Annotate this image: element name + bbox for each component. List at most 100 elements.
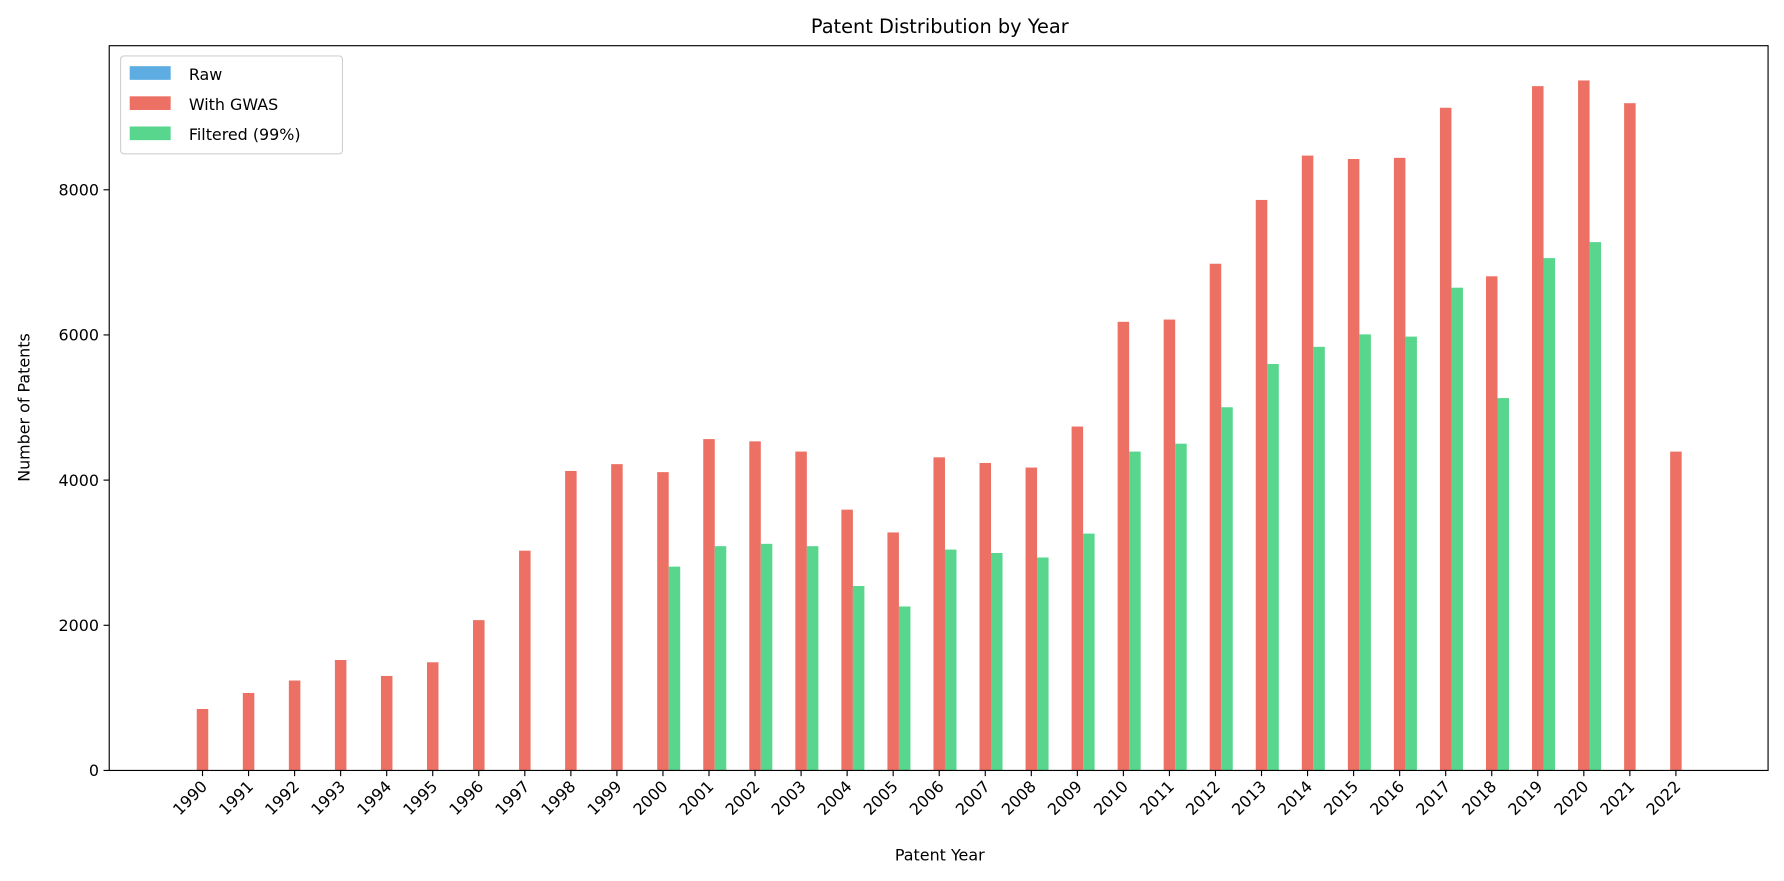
bar-with-gwas-2016 <box>1393 157 1406 771</box>
legend-frame <box>120 55 344 155</box>
chart-title: Patent Distribution by Year <box>811 15 1069 38</box>
x-tick-label: 2009 <box>1044 777 1086 819</box>
x-tick-label: 2008 <box>998 777 1040 819</box>
bar-with-gwas-2013 <box>1255 199 1268 771</box>
bar-with-gwas-2015 <box>1347 159 1360 771</box>
bar-with-gwas-2020 <box>1578 80 1590 771</box>
x-tick-label: 1991 <box>215 777 257 819</box>
bar-with-gwas-2008 <box>1025 467 1038 771</box>
x-tick-label: 2022 <box>1642 777 1684 819</box>
bar-with-gwas-1994 <box>380 675 393 771</box>
bar-with-gwas-2006 <box>933 457 945 771</box>
bar-filtered-99--2006 <box>944 549 957 771</box>
legend-label: Raw <box>189 65 222 84</box>
legend-label: Filtered (99%) <box>189 125 301 144</box>
legend-swatch <box>129 126 171 141</box>
y-tick-label: 4000 <box>59 471 99 490</box>
bar-with-gwas-2007 <box>979 462 992 771</box>
x-axis-label: Patent Year <box>895 845 985 864</box>
x-tick-label: 2002 <box>721 777 763 819</box>
bar-with-gwas-2011 <box>1163 319 1176 771</box>
bar-filtered-99--2003 <box>806 546 819 771</box>
bar-with-gwas-2001 <box>703 439 715 771</box>
bar-with-gwas-2009 <box>1071 426 1084 771</box>
bar-filtered-99--2008 <box>1037 557 1049 771</box>
bar-with-gwas-2022 <box>1670 451 1682 771</box>
x-tick-label: 1993 <box>307 777 349 819</box>
bar-with-gwas-2003 <box>795 451 807 771</box>
x-tick-label: 1994 <box>353 777 395 819</box>
y-axis: 0 2000 4000 6000 8000 <box>59 180 110 780</box>
bar-with-gwas-2018 <box>1485 276 1498 771</box>
bar-with-gwas-2019 <box>1532 86 1544 771</box>
bar-filtered-99--2015 <box>1359 334 1371 771</box>
bar-filtered-99--2016 <box>1405 336 1417 771</box>
x-tick-label: 2011 <box>1136 777 1178 819</box>
x-tick-label: 1997 <box>491 777 533 819</box>
x-tick-label: 1992 <box>261 777 303 819</box>
bar-with-gwas-1990 <box>196 708 209 771</box>
bar-filtered-99--2002 <box>760 543 773 771</box>
x-tick-label: 1995 <box>399 777 441 819</box>
y-tick-label: 6000 <box>59 326 99 345</box>
x-tick-label: 2003 <box>768 777 810 819</box>
y-axis-label: Number of Patents <box>15 333 34 482</box>
bar-filtered-99--2011 <box>1175 443 1187 771</box>
bar-with-gwas-2004 <box>841 509 853 771</box>
bar-with-gwas-1999 <box>611 464 623 771</box>
bar-filtered-99--2012 <box>1221 407 1233 771</box>
bar-with-gwas-2014 <box>1301 155 1314 771</box>
x-tick-label: 2017 <box>1412 777 1454 819</box>
x-tick-label: 2019 <box>1504 777 1546 819</box>
x-tick-label: 1996 <box>445 777 487 819</box>
bar-with-gwas-1998 <box>565 470 577 771</box>
bar-filtered-99--2007 <box>991 552 1003 771</box>
bar-with-gwas-1991 <box>242 693 255 771</box>
bar-with-gwas-1995 <box>426 662 439 771</box>
x-tick-label: 2012 <box>1182 777 1224 819</box>
x-tick-label: 2015 <box>1320 777 1362 819</box>
x-tick-label: 2005 <box>860 777 902 819</box>
bar-filtered-99--2000 <box>668 566 681 771</box>
bar-with-gwas-1993 <box>334 659 347 771</box>
x-tick-label: 1998 <box>537 777 579 819</box>
bar-with-gwas-2021 <box>1624 103 1636 771</box>
bar-with-gwas-2017 <box>1439 107 1452 771</box>
bar-filtered-99--2001 <box>714 546 727 771</box>
x-tick-label: 2007 <box>952 777 994 819</box>
bar-with-gwas-2012 <box>1209 263 1222 771</box>
x-tick-label: 2018 <box>1458 777 1500 819</box>
bar-filtered-99--2009 <box>1083 533 1095 771</box>
legend-swatch <box>129 96 171 110</box>
legend-swatch <box>129 66 171 80</box>
bar-filtered-99--2014 <box>1313 346 1325 771</box>
bar-filtered-99--2010 <box>1129 451 1141 771</box>
x-tick-label: 2004 <box>814 777 856 819</box>
x-tick-label: 2020 <box>1550 777 1592 819</box>
x-tick-label: 2016 <box>1366 777 1408 819</box>
legend: Raw With GWAS Filtered (99%) <box>120 55 344 155</box>
bar-with-gwas-1997 <box>519 550 531 771</box>
bars-layer <box>196 80 1682 771</box>
y-tick-label: 0 <box>89 761 99 780</box>
x-tick-label: 2010 <box>1090 777 1132 819</box>
bar-with-gwas-2002 <box>749 441 761 771</box>
x-axis: 1990 1991 1992 1993 1994 1995 1996 1997 1998 1999… <box>169 770 1684 819</box>
bar-with-gwas-1992 <box>288 680 301 771</box>
bar-with-gwas-2005 <box>887 532 899 771</box>
bar-filtered-99--2013 <box>1267 363 1279 771</box>
y-tick-label: 8000 <box>59 180 99 199</box>
x-tick-label: 1990 <box>169 777 211 819</box>
bar-with-gwas-2010 <box>1117 321 1130 771</box>
bar-filtered-99--2004 <box>852 586 865 771</box>
x-tick-label: 2000 <box>629 777 671 819</box>
x-tick-label: 2021 <box>1596 777 1638 819</box>
x-tick-label: 2013 <box>1228 777 1270 819</box>
legend-label: With GWAS <box>189 95 278 114</box>
x-tick-label: 2006 <box>906 777 948 819</box>
x-tick-label: 2014 <box>1274 777 1316 819</box>
x-tick-label: 1999 <box>583 777 625 819</box>
bar-filtered-99--2005 <box>898 606 911 771</box>
bar-with-gwas-1996 <box>473 620 485 771</box>
